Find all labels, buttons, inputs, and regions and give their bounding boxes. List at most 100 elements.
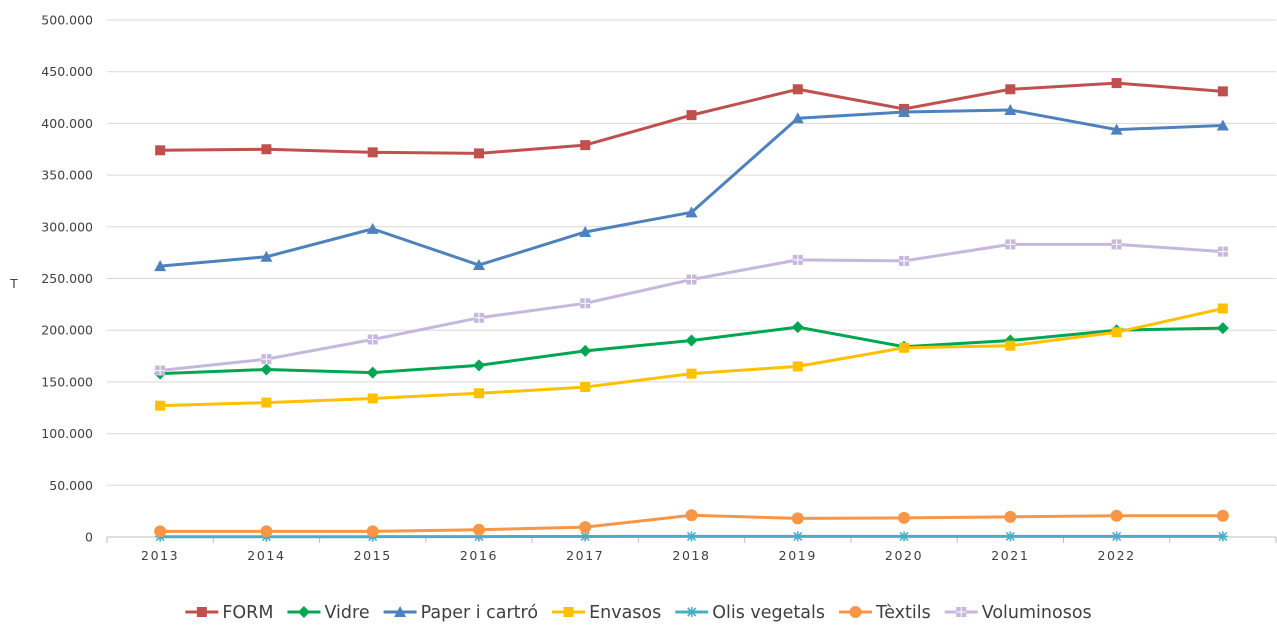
series-line (160, 307, 1224, 408)
data-point (367, 147, 378, 158)
series-lines (154, 78, 1229, 542)
data-point (1111, 327, 1122, 338)
data-point (898, 511, 911, 524)
x-tick-label: 2018 (672, 548, 710, 563)
legend-label: Envasos (589, 603, 661, 623)
x-tick-label: 2015 (354, 548, 392, 563)
data-point (1216, 119, 1229, 131)
data-point (394, 606, 407, 617)
data-point (686, 531, 697, 542)
data-point (1111, 531, 1122, 542)
legend-label: Voluminosos (982, 603, 1092, 623)
data-point (473, 312, 484, 323)
legend-item: Tèxtils (838, 603, 931, 623)
data-point (1216, 509, 1229, 522)
data-point (580, 382, 591, 393)
data-point (1217, 303, 1228, 314)
data-point (792, 254, 803, 265)
data-point (1111, 239, 1122, 250)
data-point (155, 400, 166, 411)
data-point (686, 110, 697, 121)
data-point (849, 606, 862, 618)
data-point (685, 334, 698, 347)
y-tick-label: 0 (85, 530, 93, 545)
data-point (956, 607, 967, 617)
data-point (685, 509, 698, 522)
data-point (261, 397, 272, 408)
data-point (1216, 322, 1229, 335)
data-point (472, 259, 485, 271)
data-point (1005, 340, 1016, 351)
data-point (792, 531, 803, 542)
data-point (1217, 531, 1228, 542)
y-axis-ticks: 0 50.000 100.000 150.000 200.000 250.000 300.0… (41, 13, 93, 545)
data-point (899, 342, 910, 353)
x-tick-label: 2022 (1097, 548, 1135, 563)
legend-label: Vidre (324, 603, 369, 623)
data-point (1217, 86, 1228, 97)
data-point (473, 388, 484, 399)
legend-item: Voluminosos (944, 603, 1092, 623)
data-point (579, 344, 592, 357)
legend-label: Paper i cartró (421, 603, 538, 623)
y-tick-label: 100.000 (41, 426, 93, 441)
y-tick-label: 150.000 (41, 374, 93, 389)
data-point (155, 365, 166, 376)
data-point (791, 512, 804, 525)
data-point (686, 607, 697, 617)
data-point (1110, 509, 1123, 522)
legend-item: Vidre (287, 603, 370, 623)
data-point (898, 106, 911, 118)
data-point (1111, 78, 1122, 89)
data-point (472, 359, 485, 372)
legend: FORM Vidre Paper i cartró Envasos Olis veget… (185, 603, 1092, 623)
x-tick-label: 2014 (247, 548, 285, 563)
data-point (792, 84, 803, 95)
data-point (261, 354, 272, 365)
series-line (160, 108, 1223, 268)
data-point (792, 361, 803, 372)
data-point (1217, 246, 1228, 257)
data-point (366, 525, 379, 538)
y-tick-label: 50.000 (49, 478, 93, 493)
data-point (563, 607, 574, 617)
series-olis-vegetals (155, 531, 1228, 542)
data-point (472, 523, 485, 536)
data-point (367, 334, 378, 345)
data-point (899, 255, 910, 266)
data-point (580, 140, 591, 151)
series-form (155, 78, 1228, 159)
data-point (579, 521, 592, 534)
data-point (366, 222, 379, 234)
x-tick-label: 2019 (779, 548, 817, 563)
data-point (580, 298, 591, 309)
data-point (686, 368, 697, 379)
data-point (261, 144, 272, 155)
data-point (366, 366, 379, 379)
x-tick-label: 2021 (991, 548, 1029, 563)
data-point (260, 525, 273, 538)
data-point (791, 321, 804, 334)
legend-item: FORM (185, 603, 273, 623)
series-t-xtils (154, 509, 1229, 538)
y-tick-label: 450.000 (41, 64, 93, 79)
data-point (1005, 239, 1016, 250)
data-point (1004, 103, 1017, 115)
data-point (473, 148, 484, 159)
data-point (579, 225, 592, 237)
y-tick-label: 350.000 (41, 168, 93, 183)
x-tick-label: 2013 (141, 548, 179, 563)
series-paper-i-cartr- (154, 103, 1229, 272)
y-tick-label: 300.000 (41, 219, 93, 234)
y-tick-label: 200.000 (41, 323, 93, 338)
data-point (899, 531, 910, 542)
series-voluminosos (155, 239, 1228, 376)
data-point (686, 274, 697, 285)
data-point (260, 250, 273, 262)
data-point (1005, 84, 1016, 95)
data-point (791, 112, 804, 124)
data-point (154, 260, 167, 272)
data-point (1110, 123, 1123, 135)
data-point (1004, 510, 1017, 523)
